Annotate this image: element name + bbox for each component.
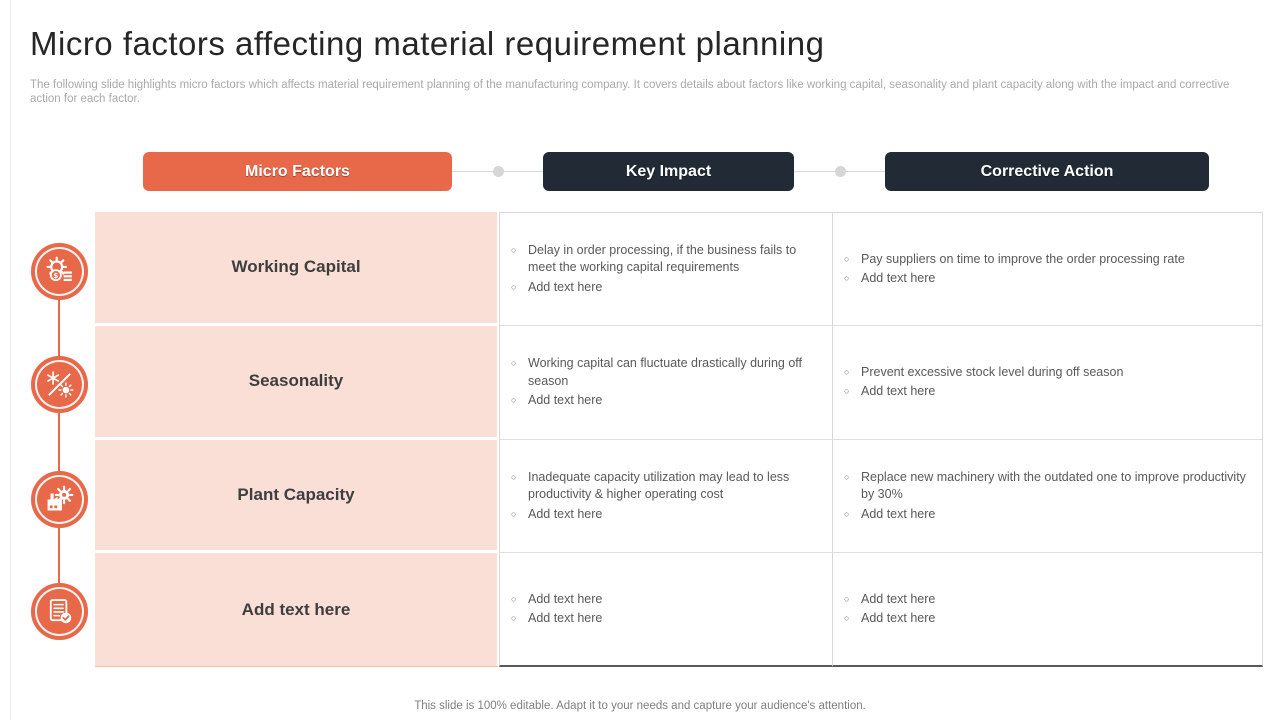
impact-item: Inadequate capacity utilization may lead… bbox=[504, 469, 824, 504]
column-header-corrective-action[interactable]: Corrective Action bbox=[885, 152, 1209, 191]
impact-item: Working capital can fluctuate drasticall… bbox=[504, 355, 824, 390]
column-header-label: Key Impact bbox=[625, 162, 712, 180]
action-item: Pay suppliers on time to improve the ord… bbox=[837, 251, 1254, 268]
impact-item: Delay in order processing, if the busine… bbox=[504, 242, 824, 277]
action-cell[interactable]: Add text here Add text here bbox=[833, 553, 1263, 667]
connector-dot bbox=[835, 166, 846, 177]
action-item: Prevent excessive stock level during off… bbox=[837, 364, 1254, 381]
impact-item: Add text here bbox=[504, 591, 824, 608]
action-cell[interactable]: Prevent excessive stock level during off… bbox=[833, 325, 1263, 440]
factor-cell[interactable]: Add text here bbox=[95, 553, 499, 667]
action-item: Add text here bbox=[837, 270, 1254, 287]
impact-cell[interactable]: Add text here Add text here bbox=[499, 553, 833, 667]
action-list: Replace new machinery with the outdated … bbox=[837, 467, 1254, 525]
factor-cell[interactable]: Seasonality bbox=[95, 325, 499, 440]
factory-gear-icon bbox=[31, 471, 88, 528]
factor-label: Plant Capacity bbox=[237, 484, 355, 504]
gear-dollar-icon: $ bbox=[31, 243, 88, 300]
icon-rail-line bbox=[58, 271, 60, 611]
impact-item: Add text here bbox=[504, 610, 824, 627]
svg-text:$: $ bbox=[53, 271, 58, 280]
action-list: Prevent excessive stock level during off… bbox=[837, 362, 1254, 403]
action-cell[interactable]: Replace new machinery with the outdated … bbox=[833, 439, 1263, 554]
action-item: Add text here bbox=[837, 610, 1254, 627]
column-header-label: Micro Factors bbox=[245, 162, 350, 180]
action-list: Add text here Add text here bbox=[837, 589, 1254, 630]
document-check-icon bbox=[31, 583, 88, 640]
impact-item: Add text here bbox=[504, 392, 824, 409]
impact-item: Add text here bbox=[504, 279, 824, 296]
impact-list: Inadequate capacity utilization may lead… bbox=[504, 467, 824, 525]
impact-cell[interactable]: Inadequate capacity utilization may lead… bbox=[499, 439, 833, 554]
action-item: Replace new machinery with the outdated … bbox=[837, 469, 1254, 504]
slide-edge-line bbox=[10, 0, 11, 720]
factors-table: Working Capital Delay in order processin… bbox=[95, 212, 1263, 667]
factor-label: Working Capital bbox=[231, 257, 361, 277]
impact-cell[interactable]: Working capital can fluctuate drasticall… bbox=[499, 325, 833, 440]
impact-list: Delay in order processing, if the busine… bbox=[504, 240, 824, 298]
connector-dot bbox=[493, 166, 504, 177]
column-header-micro-factors[interactable]: Micro Factors bbox=[143, 152, 452, 191]
factor-cell[interactable]: Working Capital bbox=[95, 212, 499, 326]
page-title: Micro factors affecting material require… bbox=[30, 25, 825, 62]
action-item: Add text here bbox=[837, 383, 1254, 400]
column-header-label: Corrective Action bbox=[980, 162, 1114, 180]
action-item: Add text here bbox=[837, 591, 1254, 608]
action-item: Add text here bbox=[837, 506, 1254, 523]
action-list: Pay suppliers on time to improve the ord… bbox=[837, 249, 1254, 290]
slide-subtitle: The following slide highlights micro fac… bbox=[30, 79, 1230, 105]
footer-note: This slide is 100% editable. Adapt it to… bbox=[414, 700, 866, 712]
factor-label: Add text here bbox=[241, 599, 351, 619]
factor-cell[interactable]: Plant Capacity bbox=[95, 439, 499, 554]
impact-cell[interactable]: Delay in order processing, if the busine… bbox=[499, 212, 833, 326]
action-cell[interactable]: Pay suppliers on time to improve the ord… bbox=[833, 212, 1263, 326]
impact-item: Add text here bbox=[504, 506, 824, 523]
column-header-key-impact[interactable]: Key Impact bbox=[543, 152, 794, 191]
impact-list: Add text here Add text here bbox=[504, 589, 824, 630]
factor-label: Seasonality bbox=[248, 371, 344, 391]
snowflake-sun-icon bbox=[31, 356, 88, 413]
impact-list: Working capital can fluctuate drasticall… bbox=[504, 353, 824, 411]
